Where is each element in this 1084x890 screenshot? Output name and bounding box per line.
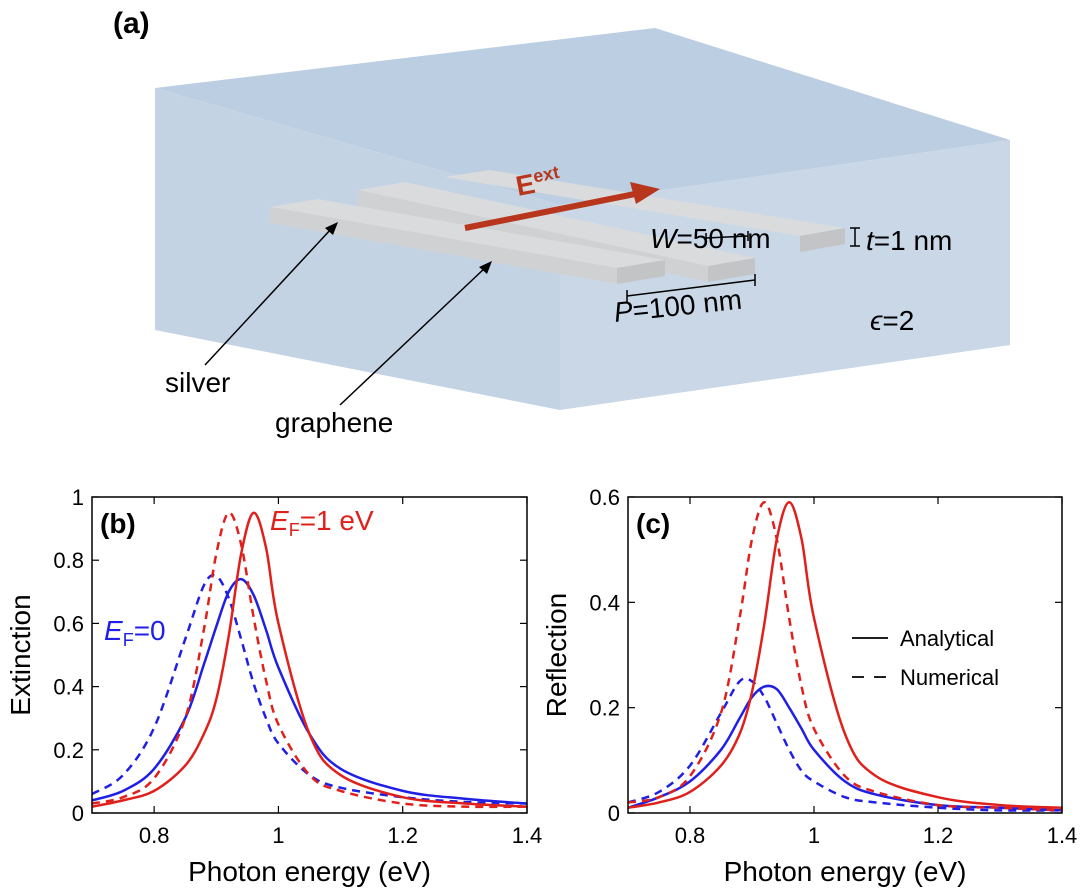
diagram: Eext W=50 nm t=1 nm P=100 nm ϵ=2 silver … [113, 7, 1010, 438]
x-axis-label: Photon energy (eV) [724, 856, 967, 887]
strip [270, 207, 617, 284]
panel-label: (a) [113, 7, 150, 40]
symbol: P [612, 295, 634, 328]
symbol: W [650, 223, 679, 254]
thickness-label: t=1 nm [866, 225, 952, 256]
width-bar [705, 231, 749, 243]
x-tick-label: 1 [808, 823, 820, 848]
value: =1 nm [874, 225, 953, 256]
value: =2 [882, 305, 914, 336]
y-tick-label: 1 [72, 485, 84, 510]
annotation: EF=1 eV [270, 505, 374, 540]
symbol: E [270, 505, 289, 536]
series-line [628, 501, 1062, 809]
series-line [92, 511, 527, 808]
panel-label: (c) [636, 508, 670, 539]
y-axis-label: Extinction [5, 594, 36, 715]
x-tick-label: 1 [272, 823, 284, 848]
x-tick-label: 1.4 [1047, 823, 1078, 848]
strip [358, 182, 755, 266]
series-line [92, 577, 527, 805]
strip [800, 228, 845, 252]
graphene-label: graphene [275, 407, 393, 438]
plot-frame [627, 496, 1063, 814]
pointer-head [479, 261, 492, 274]
plot-frame [91, 496, 528, 814]
silver-label: silver [165, 367, 230, 398]
y-tick-label: 0.2 [53, 738, 84, 763]
arrow-head [630, 182, 660, 204]
y-tick-label: 0.4 [53, 675, 84, 700]
symbol: E [104, 615, 123, 646]
y-tick-label: 0.6 [53, 611, 84, 636]
width-label: W=50 nm [650, 223, 771, 254]
y-tick-label: 0 [608, 801, 620, 826]
x-tick-label: 1.4 [512, 823, 543, 848]
pointer [204, 227, 333, 366]
box-front [155, 88, 560, 410]
x-tick-label: 1.2 [923, 823, 954, 848]
legend-label: Numerical [900, 665, 999, 690]
chart: 0.8 1 1.2 1.4 0 0.2 0.4 0.6 0.8 1 (b) Photon energy… [5, 485, 542, 887]
strip [708, 258, 755, 282]
series-line [628, 677, 1062, 812]
pointer-head [325, 222, 338, 235]
series-line [92, 511, 527, 809]
subscript: F [289, 520, 300, 540]
period-bar [626, 274, 756, 302]
annotation-text: =1 eV [300, 505, 374, 536]
field-arrow [464, 191, 636, 231]
series-line [628, 684, 1062, 812]
field-label: Eext [513, 162, 563, 202]
y-tick-label: 0.4 [589, 590, 620, 615]
strip [617, 260, 665, 284]
value: =50 nm [676, 223, 770, 254]
y-tick-label: 0 [72, 801, 84, 826]
y-tick-label: 0.6 [589, 485, 620, 510]
x-tick-label: 0.8 [675, 823, 706, 848]
annotation-text: =0 [134, 615, 166, 646]
strip [445, 170, 845, 236]
box-top [155, 28, 1010, 205]
y-tick-label: 0.8 [53, 548, 84, 573]
y-tick-label: 0.2 [589, 696, 620, 721]
pointer [339, 266, 487, 406]
panel-label: (b) [100, 508, 136, 539]
x-tick-label: 0.8 [139, 823, 170, 848]
legend-label: Analytical [900, 626, 994, 651]
chart: 0.8 1 1.2 1.4 0 0.2 0.4 0.6 (c) Photon energy (eV… [541, 485, 1077, 887]
superscript: ext [531, 162, 560, 187]
thickness-bar [850, 227, 860, 247]
series-line [92, 573, 527, 805]
subscript: F [123, 630, 134, 650]
y-axis-label: Reflection [541, 593, 572, 718]
symbol: ϵ [870, 305, 883, 336]
series-line [628, 501, 1062, 812]
symbol: t [866, 225, 875, 256]
x-axis-label: Photon energy (eV) [188, 856, 431, 887]
permittivity-label: ϵ=2 [870, 305, 914, 336]
x-tick-label: 1.2 [387, 823, 418, 848]
strip [270, 199, 665, 268]
annotation: EF=0 [104, 615, 166, 650]
